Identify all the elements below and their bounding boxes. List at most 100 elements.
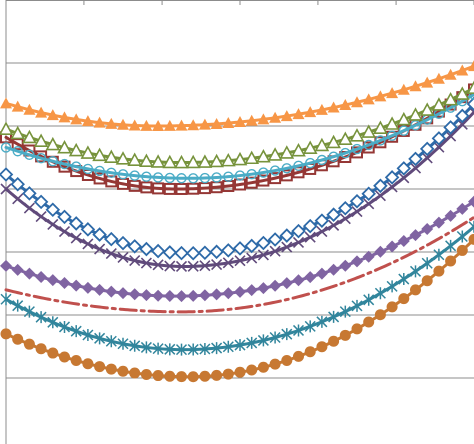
marker-point xyxy=(199,370,211,382)
marker-point xyxy=(92,147,107,162)
marker-point xyxy=(373,178,388,194)
marker-point xyxy=(328,219,340,231)
marker-point xyxy=(338,200,353,216)
marker-point xyxy=(105,285,118,298)
marker-point xyxy=(410,284,421,296)
marker-point xyxy=(46,109,59,121)
marker-point xyxy=(22,186,37,201)
marker-point xyxy=(223,171,234,182)
marker-point xyxy=(409,162,422,174)
marker-point xyxy=(421,275,433,287)
marker-point xyxy=(211,258,223,271)
marker-point xyxy=(293,350,304,362)
marker-point xyxy=(396,161,412,176)
marker-point xyxy=(175,343,188,356)
marker-point xyxy=(35,106,48,118)
marker-point xyxy=(396,111,412,126)
marker-point xyxy=(363,293,375,306)
marker-point xyxy=(127,152,143,166)
marker-point xyxy=(444,209,457,222)
series-8 xyxy=(0,220,474,356)
marker-point xyxy=(0,328,12,340)
marker-point xyxy=(269,111,282,123)
marker-point xyxy=(421,257,433,270)
marker-point xyxy=(22,129,37,144)
marker-point xyxy=(140,289,153,302)
marker-point xyxy=(408,151,423,167)
marker-point xyxy=(374,287,386,300)
series-4 xyxy=(0,96,474,261)
marker-point xyxy=(139,153,154,168)
marker-point xyxy=(445,255,457,267)
marker-point xyxy=(398,273,410,286)
marker-point xyxy=(11,263,24,276)
marker-point xyxy=(386,130,398,141)
marker-point xyxy=(339,305,351,318)
marker-point xyxy=(246,252,258,264)
marker-point xyxy=(187,119,200,131)
series-7 xyxy=(4,215,474,314)
marker-point xyxy=(339,98,352,110)
marker-point xyxy=(256,235,271,251)
marker-point xyxy=(0,167,14,182)
marker-point xyxy=(198,118,211,130)
marker-point xyxy=(163,290,176,303)
marker-point xyxy=(33,133,49,147)
marker-point xyxy=(351,205,363,218)
marker-point xyxy=(35,211,47,223)
marker-point xyxy=(362,93,375,105)
marker-point xyxy=(316,315,328,328)
marker-point xyxy=(35,152,47,164)
marker-point xyxy=(292,236,305,248)
series-line xyxy=(4,215,474,314)
marker-point xyxy=(139,241,154,257)
marker-point xyxy=(174,245,189,261)
marker-point xyxy=(175,182,188,195)
marker-point xyxy=(164,343,176,356)
marker-point xyxy=(12,299,24,312)
marker-point xyxy=(363,316,375,328)
marker-point xyxy=(281,354,293,366)
marker-point xyxy=(0,121,14,135)
marker-point xyxy=(127,239,142,254)
marker-point xyxy=(33,194,49,210)
marker-point xyxy=(314,137,330,152)
marker-point xyxy=(187,371,199,383)
marker-point xyxy=(150,243,166,259)
marker-point xyxy=(152,342,164,355)
marker-point xyxy=(339,329,351,341)
marker-point xyxy=(175,290,188,303)
marker-point xyxy=(315,267,328,280)
marker-point xyxy=(12,193,24,205)
marker-point xyxy=(187,182,200,195)
marker-point xyxy=(293,160,304,172)
marker-point xyxy=(197,245,213,261)
marker-point xyxy=(47,316,59,329)
marker-point xyxy=(199,172,211,184)
marker-point xyxy=(339,213,351,225)
marker-point xyxy=(351,323,363,335)
marker-point xyxy=(384,170,400,185)
marker-point xyxy=(257,361,269,373)
marker-point xyxy=(115,235,131,251)
marker-point xyxy=(445,239,457,252)
marker-point xyxy=(129,339,141,352)
marker-point xyxy=(443,120,458,135)
marker-point xyxy=(129,255,141,267)
marker-point xyxy=(222,287,235,300)
marker-point xyxy=(222,368,234,380)
marker-point xyxy=(220,152,236,167)
marker-point xyxy=(0,259,12,272)
marker-point xyxy=(279,145,295,159)
marker-point xyxy=(162,245,178,260)
series-2 xyxy=(0,89,474,184)
marker-point xyxy=(141,171,152,182)
marker-point xyxy=(363,198,375,210)
marker-point xyxy=(280,110,293,122)
marker-point xyxy=(23,202,35,214)
marker-point xyxy=(444,68,457,80)
marker-point xyxy=(267,232,283,247)
marker-point xyxy=(363,139,374,151)
marker-point xyxy=(245,114,258,126)
marker-point xyxy=(280,169,293,182)
